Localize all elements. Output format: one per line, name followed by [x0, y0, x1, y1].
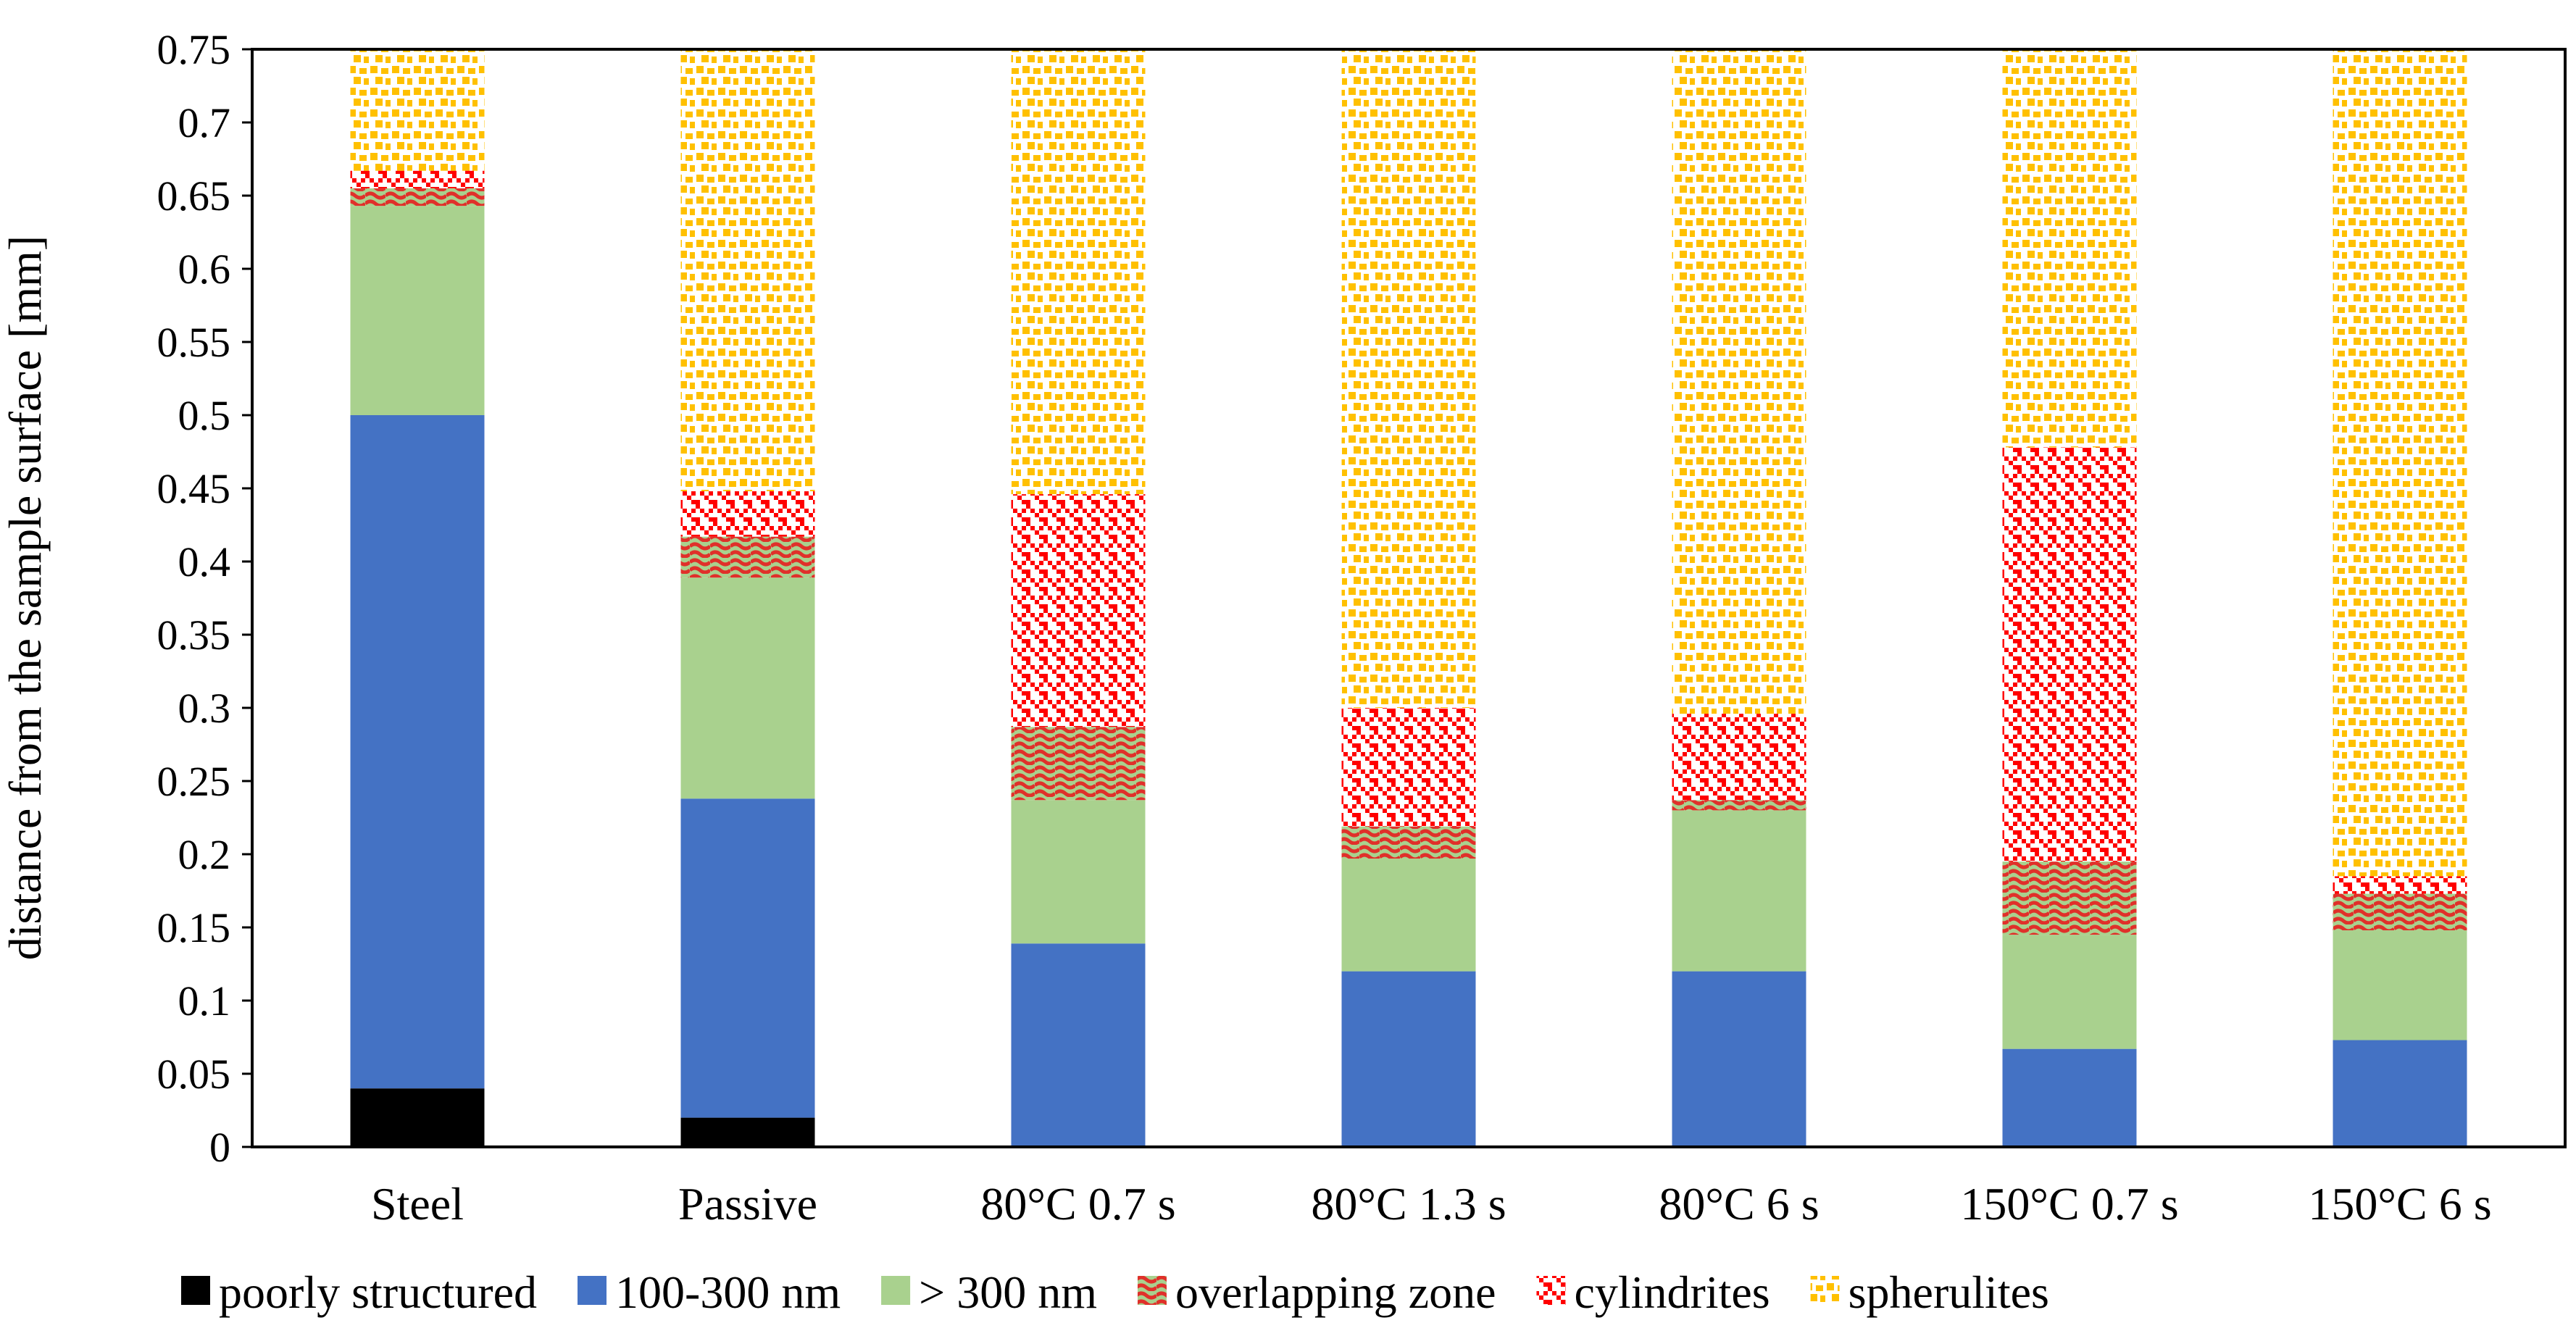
legend-label-poorly: poorly structured	[219, 1266, 537, 1318]
bar-segment-sph	[2333, 49, 2467, 877]
x-tick-label: 150°C 6 s	[2308, 1178, 2491, 1230]
y-tick-label: 0.1	[178, 977, 231, 1024]
bar-segment-sph	[1011, 49, 1146, 495]
bar-segment-nm300	[1672, 810, 1806, 972]
y-tick-label: 0.3	[178, 685, 231, 732]
y-tick-label: 0.35	[157, 612, 231, 659]
x-tick-label: 150°C 0.7 s	[1960, 1178, 2178, 1230]
legend-swatch-nm100	[578, 1276, 607, 1305]
x-tick-label: 80°C 6 s	[1659, 1178, 1819, 1230]
legend-swatch-nm300	[881, 1276, 911, 1305]
x-tick-label: Passive	[678, 1178, 817, 1230]
legend-swatch-cyl	[1536, 1276, 1566, 1305]
plot-area-frame	[251, 48, 2567, 1148]
legend-label-nm100: 100-300 nm	[615, 1266, 841, 1318]
bar-segment-nm300	[1011, 800, 1146, 944]
x-tick-label: 80°C 1.3 s	[1311, 1178, 1506, 1230]
bar-segment-cyl	[2002, 447, 2137, 862]
y-tick-label: 0.65	[157, 172, 231, 220]
bar-segment-nm100	[1672, 971, 1806, 1147]
legend-swatch-overlap	[1137, 1276, 1167, 1305]
bar-segment-sph	[350, 49, 485, 171]
x-tick-labels: Steel Passive 80°C 0.7 s 80°C 1.3 s 80°C 6 s…	[371, 1178, 2492, 1230]
bar-segment-overlap	[350, 188, 485, 206]
x-tick-label: 80°C 0.7 s	[980, 1178, 1175, 1230]
bar-segment-sph	[680, 49, 815, 492]
legend-label-nm300: > 300 nm	[919, 1266, 1097, 1318]
bar-segment-nm100	[350, 415, 485, 1089]
y-tick-label: 0.05	[157, 1051, 231, 1098]
y-tick-label: 0.4	[178, 538, 231, 585]
y-tick-label: 0.55	[157, 319, 231, 366]
bar-segment-nm300	[350, 206, 485, 415]
bar-segment-cyl	[350, 170, 485, 188]
y-tick-label: 0.7	[178, 99, 231, 146]
legend-swatch-sph	[1810, 1276, 1840, 1305]
axis-ticks-layer: 0 0.05 0.1 0.15 0.2 0.25 0.3 0.35 0.4 0.45 0.5 0.55…	[157, 26, 252, 1171]
bar-segment-cyl	[2333, 876, 2467, 894]
bar-segment-overlap	[1011, 727, 1146, 801]
legend-label-cyl: cylindrites	[1574, 1266, 1770, 1318]
bar-segment-sph	[1672, 49, 1806, 714]
y-axis-label: distance from the sample surface [mm]	[0, 235, 51, 961]
bars-layer	[350, 49, 2467, 1147]
legend: poorly structured 100-300 nm > 300 nm overl…	[181, 1266, 2049, 1318]
bar-segment-poorly	[680, 1117, 815, 1147]
legend-label-sph: spherulites	[1848, 1266, 2049, 1318]
y-tick-label: 0.5	[178, 392, 231, 439]
bar-segment-overlap	[2333, 893, 2467, 931]
bar-segment-overlap	[2002, 861, 2137, 935]
bar-segment-nm300	[680, 577, 815, 799]
bar-segment-nm300	[2333, 930, 2467, 1040]
bar-segment-cyl	[1341, 708, 1476, 827]
bar-segment-overlap	[1672, 800, 1806, 811]
y-tick-label: 0.45	[157, 465, 231, 512]
y-tick-label: 0.15	[157, 904, 231, 951]
bar-segment-nm100	[1011, 943, 1146, 1147]
legend-swatch-poorly	[181, 1276, 210, 1305]
bar-segment-nm100	[1341, 971, 1476, 1147]
bar-segment-sph	[2002, 49, 2137, 448]
y-tick-label: 0.25	[157, 758, 231, 805]
bar-segment-poorly	[350, 1088, 485, 1147]
bar-segment-cyl	[1672, 714, 1806, 801]
y-tick-label: 0.2	[178, 831, 231, 878]
bar-segment-nm300	[2002, 935, 2137, 1049]
y-tick-label: 0	[209, 1124, 230, 1171]
bar-segment-nm300	[1341, 859, 1476, 972]
bar-segment-nm100	[2333, 1040, 2467, 1147]
bar-segment-cyl	[1011, 494, 1146, 727]
bar-segment-cyl	[680, 491, 815, 537]
x-tick-label: Steel	[371, 1178, 464, 1230]
bar-segment-nm100	[2002, 1048, 2137, 1147]
legend-label-overlap: overlapping zone	[1175, 1266, 1496, 1318]
bar-segment-sph	[1341, 49, 1476, 708]
bar-segment-nm100	[680, 798, 815, 1118]
y-tick-label: 0.75	[157, 26, 231, 73]
bar-segment-overlap	[1341, 826, 1476, 859]
bar-segment-overlap	[680, 536, 815, 578]
y-tick-label: 0.6	[178, 246, 231, 293]
